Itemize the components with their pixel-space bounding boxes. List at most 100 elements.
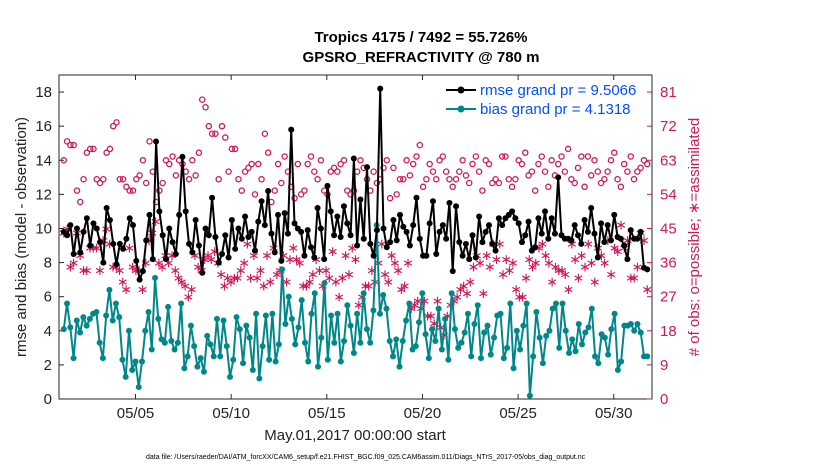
bias-point — [217, 353, 223, 359]
bias-point — [442, 316, 448, 322]
rmse-point — [150, 256, 156, 262]
bias-point — [113, 301, 119, 307]
bias-point — [77, 329, 83, 335]
rmse-point — [450, 268, 456, 274]
bias-point — [282, 321, 288, 327]
rmse-point — [107, 217, 113, 223]
y2-tick-label: 27 — [660, 289, 677, 306]
rmse-point — [605, 222, 611, 228]
rmse-point — [81, 229, 87, 235]
y-tick-label: 18 — [35, 84, 52, 101]
rmse-point — [400, 224, 406, 230]
rmse-point — [519, 239, 525, 245]
bias-point — [207, 341, 213, 347]
rmse-point — [328, 208, 334, 214]
chart-title: Tropics 4175 / 7492 = 55.726% — [314, 29, 527, 46]
rmse-point — [140, 268, 146, 274]
rmse-point — [242, 214, 248, 220]
bias-point — [286, 294, 292, 300]
bias-point — [468, 353, 474, 359]
rmse-point — [598, 220, 604, 226]
bias-point — [201, 369, 207, 375]
rmse-point — [591, 231, 597, 237]
bias-point — [537, 335, 543, 341]
bias-point — [67, 324, 73, 330]
rmse-point — [374, 227, 380, 233]
bias-point — [126, 328, 132, 334]
bias-point — [458, 340, 464, 346]
bias-point — [100, 355, 106, 361]
rmse-point — [499, 222, 505, 228]
rmse-point — [427, 220, 433, 226]
rmse-point — [193, 217, 199, 223]
rmse-point — [549, 215, 555, 221]
assimilated-point: ∗ — [327, 244, 339, 260]
rmse-point — [437, 229, 443, 235]
rmse-point — [156, 208, 162, 214]
bias-point — [488, 352, 494, 358]
bias-point — [237, 326, 243, 332]
y-tick-label: 10 — [35, 220, 52, 237]
bias-point — [550, 306, 556, 312]
rmse-point — [97, 239, 103, 245]
bias-point — [250, 367, 256, 373]
rmse-point — [463, 241, 469, 247]
x-tick-label: 05/05 — [117, 405, 155, 422]
bias-point — [84, 323, 90, 329]
bias-point — [628, 321, 634, 327]
rmse-point — [226, 254, 232, 260]
bias-point — [595, 360, 601, 366]
bias-point — [64, 301, 70, 307]
rmse-point — [377, 86, 383, 92]
rmse-point — [354, 243, 360, 249]
rmse-point — [404, 229, 410, 235]
assimilated-point: ∗ — [350, 252, 362, 268]
bias-point — [152, 275, 158, 281]
rmse-point — [585, 229, 591, 235]
bias-point — [325, 357, 331, 363]
rmse-point — [321, 256, 327, 262]
bias-point — [566, 350, 572, 356]
bias-point — [263, 312, 269, 318]
bias-point — [403, 318, 409, 324]
y2-tick-label: 36 — [660, 255, 677, 272]
bias-point — [247, 335, 253, 341]
rmse-point — [367, 241, 373, 247]
rmse-point — [229, 217, 235, 223]
rmse-point — [252, 248, 258, 254]
bias-point — [644, 353, 650, 359]
rmse-point — [143, 237, 149, 243]
rmse-point — [110, 241, 116, 247]
rmse-point — [311, 254, 317, 260]
y-axis-label: rmse and bias (model - observation) — [13, 117, 30, 357]
rmse-point — [423, 253, 429, 259]
rmse-point — [601, 239, 607, 245]
rmse-point — [608, 237, 614, 243]
rmse-point — [173, 251, 179, 257]
legend-rmse-label: rmse grand pr = 9.5066 — [480, 82, 636, 99]
assimilated-point: ∗ — [343, 267, 355, 283]
rmse-point — [522, 232, 528, 238]
assimilated-point: ∗ — [402, 256, 414, 272]
rmse-point — [298, 229, 304, 235]
bias-point — [485, 323, 491, 329]
rmse-point — [186, 241, 192, 247]
bias-point — [426, 355, 432, 361]
bias-point — [602, 335, 608, 341]
x-tick-label: 05/15 — [308, 405, 346, 422]
bias-point — [61, 326, 67, 332]
rmse-point — [232, 246, 238, 252]
rmse-point — [249, 229, 255, 235]
bias-point — [351, 350, 357, 356]
rmse-point — [104, 205, 110, 211]
bias-point — [393, 336, 399, 342]
rmse-point — [265, 188, 271, 194]
bias-point — [93, 309, 99, 315]
bias-point — [387, 338, 393, 344]
rmse-point — [255, 219, 261, 225]
rmse-point — [114, 261, 120, 267]
bias-point — [514, 328, 520, 334]
bias-point — [400, 338, 406, 344]
rmse-point — [288, 127, 294, 133]
y-tick-label: 16 — [35, 118, 52, 135]
